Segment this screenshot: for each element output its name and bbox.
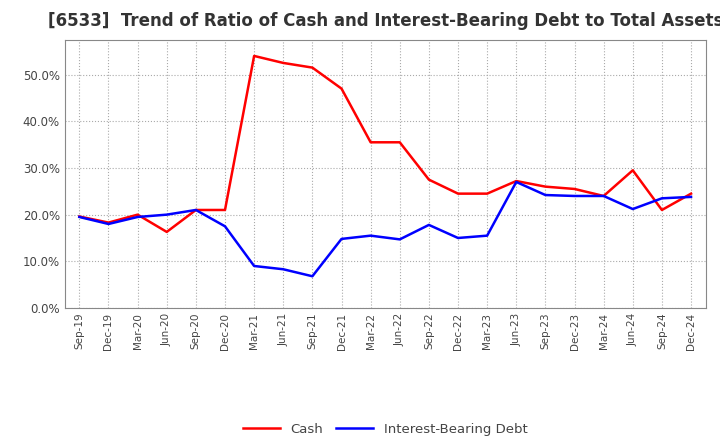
Cash bbox=[308, 65, 317, 70]
Cash bbox=[629, 168, 637, 173]
Cash bbox=[192, 207, 200, 213]
Interest-Bearing Debt bbox=[337, 236, 346, 242]
Interest-Bearing Debt bbox=[250, 264, 258, 269]
Interest-Bearing Debt bbox=[483, 233, 492, 238]
Legend: Cash, Interest-Bearing Debt: Cash, Interest-Bearing Debt bbox=[238, 418, 533, 440]
Cash bbox=[75, 214, 84, 219]
Interest-Bearing Debt bbox=[192, 207, 200, 213]
Interest-Bearing Debt bbox=[629, 206, 637, 212]
Interest-Bearing Debt bbox=[395, 237, 404, 242]
Cash bbox=[687, 191, 696, 196]
Interest-Bearing Debt bbox=[366, 233, 375, 238]
Cash bbox=[133, 212, 142, 217]
Cash bbox=[104, 220, 113, 225]
Cash bbox=[220, 207, 229, 213]
Interest-Bearing Debt bbox=[425, 222, 433, 227]
Cash bbox=[483, 191, 492, 196]
Cash bbox=[599, 193, 608, 198]
Interest-Bearing Debt bbox=[308, 274, 317, 279]
Interest-Bearing Debt bbox=[454, 235, 462, 241]
Interest-Bearing Debt bbox=[163, 212, 171, 217]
Cash bbox=[337, 86, 346, 91]
Cash bbox=[250, 53, 258, 59]
Interest-Bearing Debt bbox=[687, 194, 696, 200]
Interest-Bearing Debt bbox=[104, 221, 113, 227]
Interest-Bearing Debt bbox=[570, 193, 579, 198]
Cash bbox=[570, 186, 579, 191]
Interest-Bearing Debt bbox=[133, 214, 142, 220]
Interest-Bearing Debt bbox=[75, 214, 84, 220]
Line: Cash: Cash bbox=[79, 56, 691, 232]
Cash bbox=[425, 177, 433, 182]
Cash bbox=[512, 178, 521, 183]
Cash bbox=[657, 207, 666, 213]
Cash bbox=[454, 191, 462, 196]
Line: Interest-Bearing Debt: Interest-Bearing Debt bbox=[79, 182, 691, 276]
Cash bbox=[163, 229, 171, 235]
Interest-Bearing Debt bbox=[599, 193, 608, 198]
Cash bbox=[279, 60, 287, 66]
Cash bbox=[395, 139, 404, 145]
Interest-Bearing Debt bbox=[657, 196, 666, 201]
Interest-Bearing Debt bbox=[541, 192, 550, 198]
Cash bbox=[366, 139, 375, 145]
Title: [6533]  Trend of Ratio of Cash and Interest-Bearing Debt to Total Assets: [6533] Trend of Ratio of Cash and Intere… bbox=[48, 12, 720, 30]
Cash bbox=[541, 184, 550, 189]
Interest-Bearing Debt bbox=[220, 224, 229, 229]
Interest-Bearing Debt bbox=[512, 180, 521, 185]
Interest-Bearing Debt bbox=[279, 267, 287, 272]
